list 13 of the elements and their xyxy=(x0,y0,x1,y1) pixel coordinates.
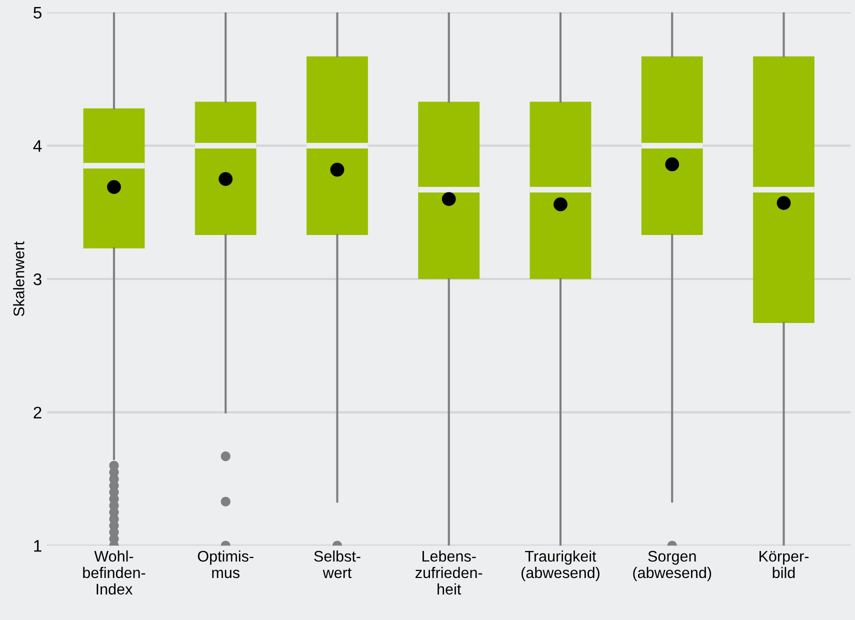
x-tick-label: Traurigkeit (abwesend) xyxy=(522,550,600,582)
y-tick-label: 3 xyxy=(34,273,42,286)
y-axis-title: Skalenwert xyxy=(13,241,24,316)
y-tick-label: 2 xyxy=(34,406,42,418)
x-tick-label: Selbst- wert xyxy=(314,550,360,578)
y-tick-label: 1 xyxy=(34,540,42,552)
y-tick-label: 5 xyxy=(34,6,42,19)
x-tick-label: Wohl- befinden- Index xyxy=(83,550,146,595)
x-tick-label: Körper- bild xyxy=(760,551,809,578)
y-tick-label: 4 xyxy=(33,140,42,152)
x-tick-label: Optimis- mus xyxy=(198,550,254,578)
x-tick-label: Sorgen (abwesend) xyxy=(633,550,712,582)
x-tick-label: Lebens- zufrieden- heit xyxy=(416,550,482,595)
